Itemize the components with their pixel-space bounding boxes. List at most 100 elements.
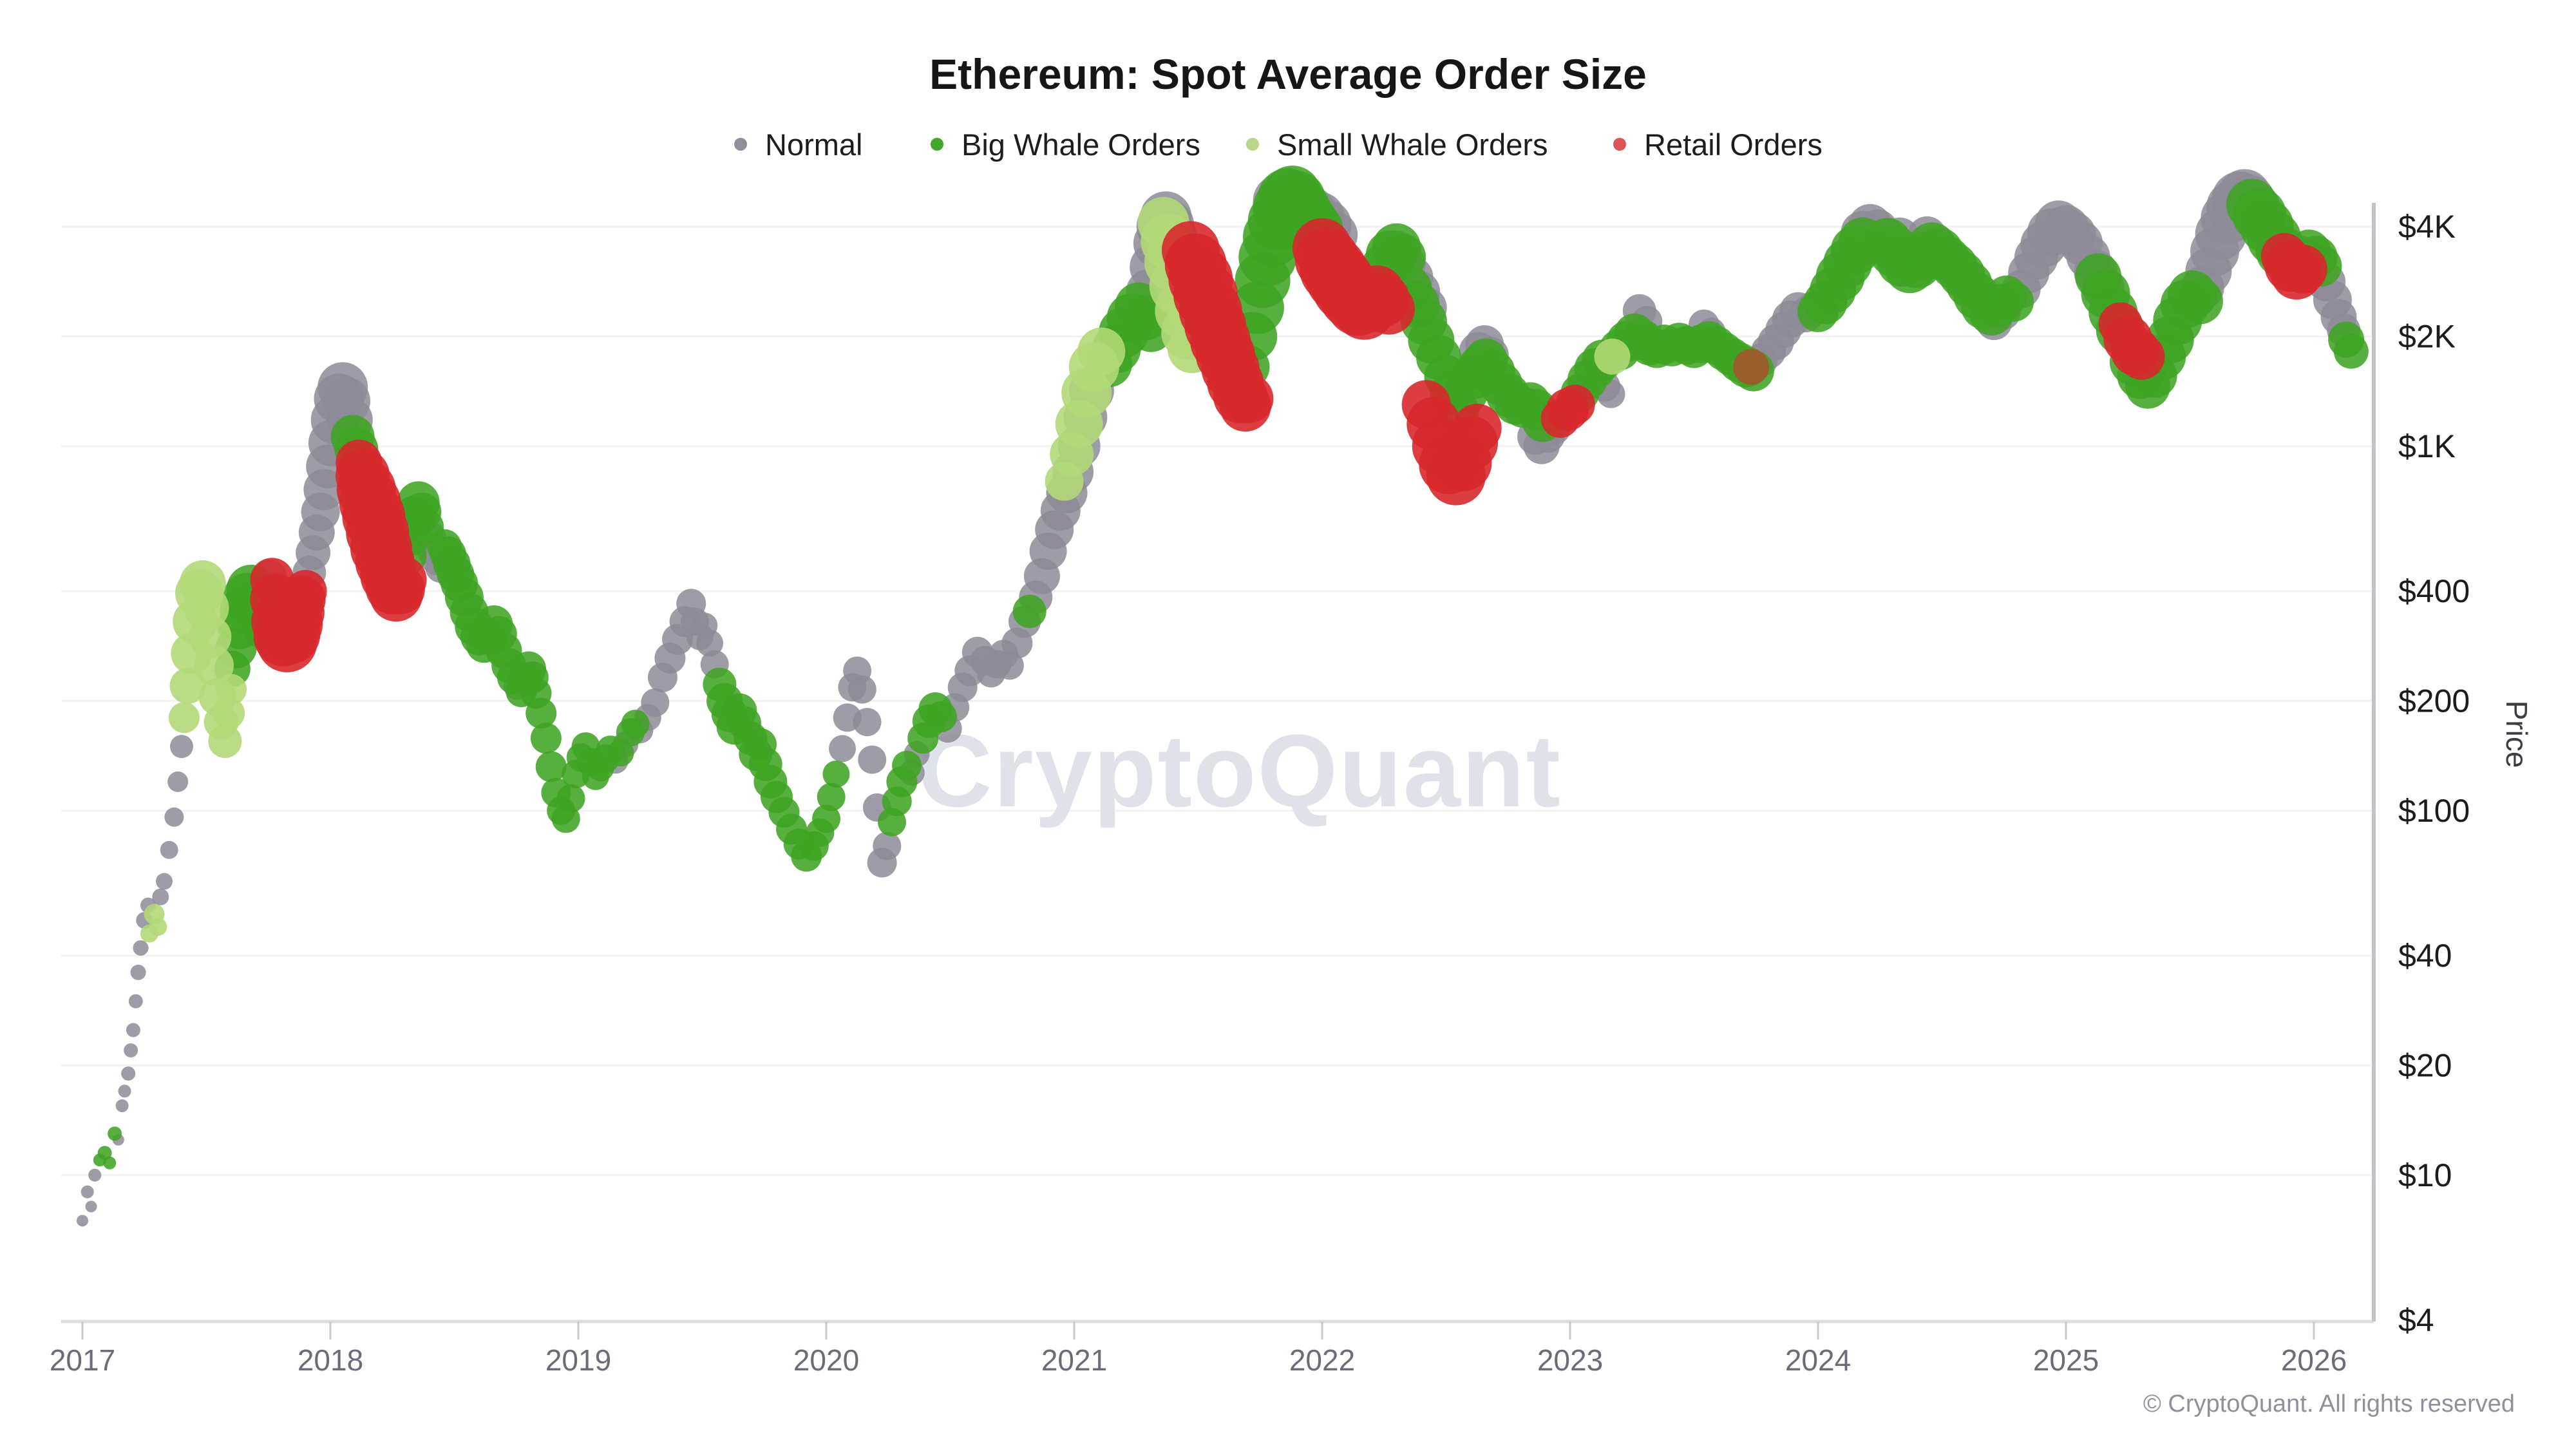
legend-item-normal[interactable]: Normal [734,128,862,162]
data-point [817,782,846,811]
legend-label: Normal [765,128,862,162]
data-point [526,697,557,729]
data-point [80,1185,94,1198]
x-tick-label: 2017 [50,1343,115,1377]
data-point [88,1168,102,1182]
data-point [77,1215,88,1227]
x-tick-label: 2022 [1289,1343,1355,1377]
data-point [152,888,169,905]
data-point [1077,327,1126,375]
data-point [556,784,585,813]
data-point [156,873,173,890]
data-point [149,918,167,936]
data-point [97,1146,112,1160]
data-point [118,1084,131,1098]
data-point [170,735,193,759]
data-point [1733,348,1770,385]
axes [61,203,2376,1340]
data-point [2333,334,2369,369]
data-point [167,771,189,792]
data-point [128,994,143,1009]
data-point [130,964,146,980]
data-point [108,1126,122,1141]
x-tick-label: 2018 [298,1343,363,1377]
y-tick-label: $1K [2398,428,2456,464]
legend-label: Big Whale Orders [961,128,1200,162]
year-axis-labels: 2017 2018 2019 2020 2021 2022 2023 2024 2025 2026 [50,1343,2347,1377]
x-tick-label: 2020 [793,1343,859,1377]
data-point [926,701,957,732]
legend-dot [931,138,943,151]
data-point [133,940,149,956]
legend-item-retail-orders[interactable]: Retail Orders [1613,128,1823,162]
legend-label: Retail Orders [1644,128,1823,162]
y-tick-label: $400 [2398,573,2470,609]
y-tick-label: $100 [2398,793,2470,829]
cryptoquant-watermark: CryptoQuant [918,713,1562,828]
data-point [535,751,567,782]
y-tick-label: $200 [2398,683,2470,719]
data-point [829,735,856,762]
data-point [1452,403,1502,453]
y-tick-label: $4 [2398,1302,2434,1338]
data-point [2278,244,2327,294]
data-point [2118,333,2165,380]
y-tick-label: $20 [2398,1047,2452,1083]
data-point [1555,384,1595,425]
data-point [1363,283,1415,335]
data-point [858,745,887,774]
legend-dot [734,138,747,151]
data-point [822,761,850,788]
data-point [168,702,200,734]
legend-item-big-whale-orders[interactable]: Big Whale Orders [931,128,1200,162]
data-point [194,645,234,686]
data-point [380,556,427,603]
legend-dot [1613,138,1626,151]
data-point [853,708,882,737]
data-point [873,831,902,860]
x-tick-label: 2024 [1785,1343,1851,1377]
data-point [621,710,650,738]
copyright-notice: © CryptoQuant. All rights reserved [2143,1390,2515,1417]
data-point [208,724,242,758]
data-point [216,674,247,705]
data-point [126,1023,140,1037]
data-point [213,697,245,730]
y-tick-label: $10 [2398,1157,2452,1193]
data-point [1224,374,1274,423]
data-point [1012,594,1046,629]
x-tick-label: 2026 [2281,1343,2347,1377]
data-point [530,723,562,754]
data-point [1994,281,2034,322]
data-point [124,1043,138,1057]
data-point [892,750,922,781]
y-tick-label: $40 [2398,938,2452,974]
data-point [812,804,840,833]
price-axis-title: Price [2500,701,2533,768]
x-tick-label: 2025 [2033,1343,2099,1377]
data-point [169,668,206,704]
legend-label: Small Whale Orders [1277,128,1548,162]
data-point [121,1066,136,1081]
data-point [2176,278,2223,325]
data-point [85,1200,97,1213]
legend: Normal Big Whale Orders Small Whale Orders… [734,128,1823,162]
page-title: Ethereum: Spot Average Order Size [929,50,1647,98]
y-tick-label: $2K [2398,318,2456,354]
legend-dot [1246,138,1259,151]
legend-item-small-whale-orders[interactable]: Small Whale Orders [1246,128,1548,162]
data-point [641,688,670,717]
data-point [696,629,723,657]
scatter-points [77,166,2369,1227]
data-point [160,840,178,859]
data-point [164,807,184,827]
x-tick-label: 2023 [1537,1343,1603,1377]
x-tick-label: 2019 [545,1343,611,1377]
y-tick-label: $4K [2398,209,2456,245]
x-tick-label: 2021 [1041,1343,1107,1377]
price-axis-labels: $4K $2K $1K $400 $200 $100 $40 $20 $10 $4 [2398,209,2470,1338]
data-point [284,570,327,612]
data-point [848,675,876,704]
data-point [1594,338,1631,375]
